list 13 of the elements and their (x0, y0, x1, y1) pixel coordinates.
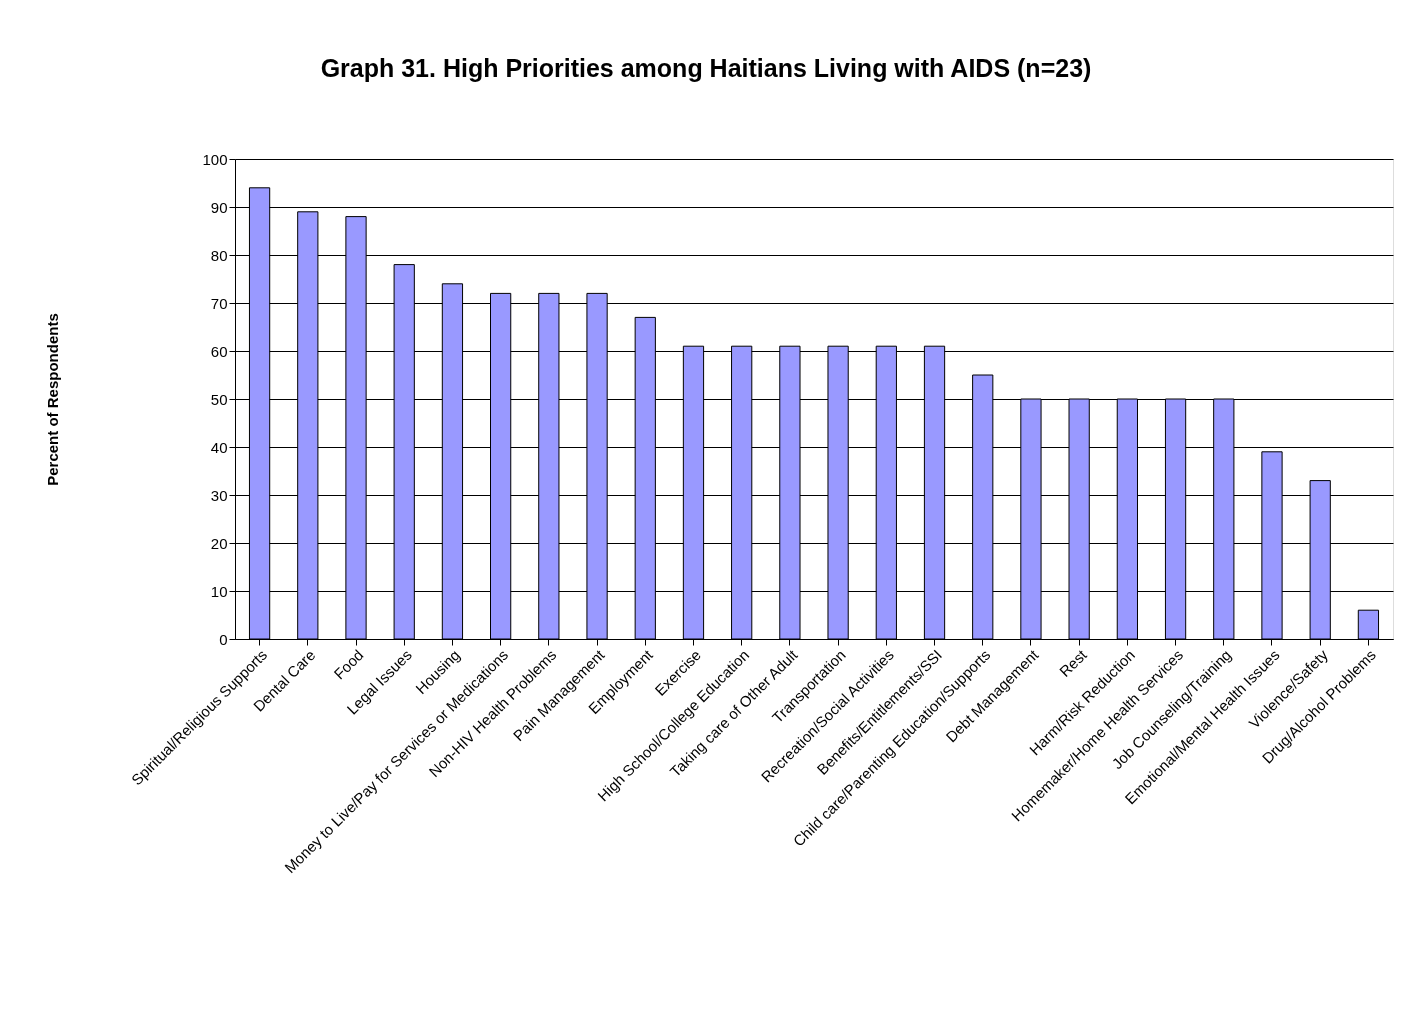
y-tick-label: 0 (219, 630, 228, 648)
y-tick-label: 50 (210, 390, 228, 408)
y-axis-title: Percent of Respondents (43, 313, 61, 486)
y-tick-label: 90 (210, 198, 228, 216)
chart-title: Graph 31. High Priorities among Haitians Living with AIDS (n=23) (320, 54, 1092, 82)
y-tick-label: 40 (210, 438, 228, 456)
y-tick-label: 80 (210, 246, 228, 264)
y-tick-label: 10 (210, 582, 228, 600)
y-tick-label: 100 (202, 150, 228, 168)
y-tick-label: 30 (210, 486, 228, 504)
y-tick-label: 70 (210, 294, 228, 312)
y-tick-label: 20 (210, 534, 228, 552)
y-tick-label: 60 (210, 342, 228, 360)
